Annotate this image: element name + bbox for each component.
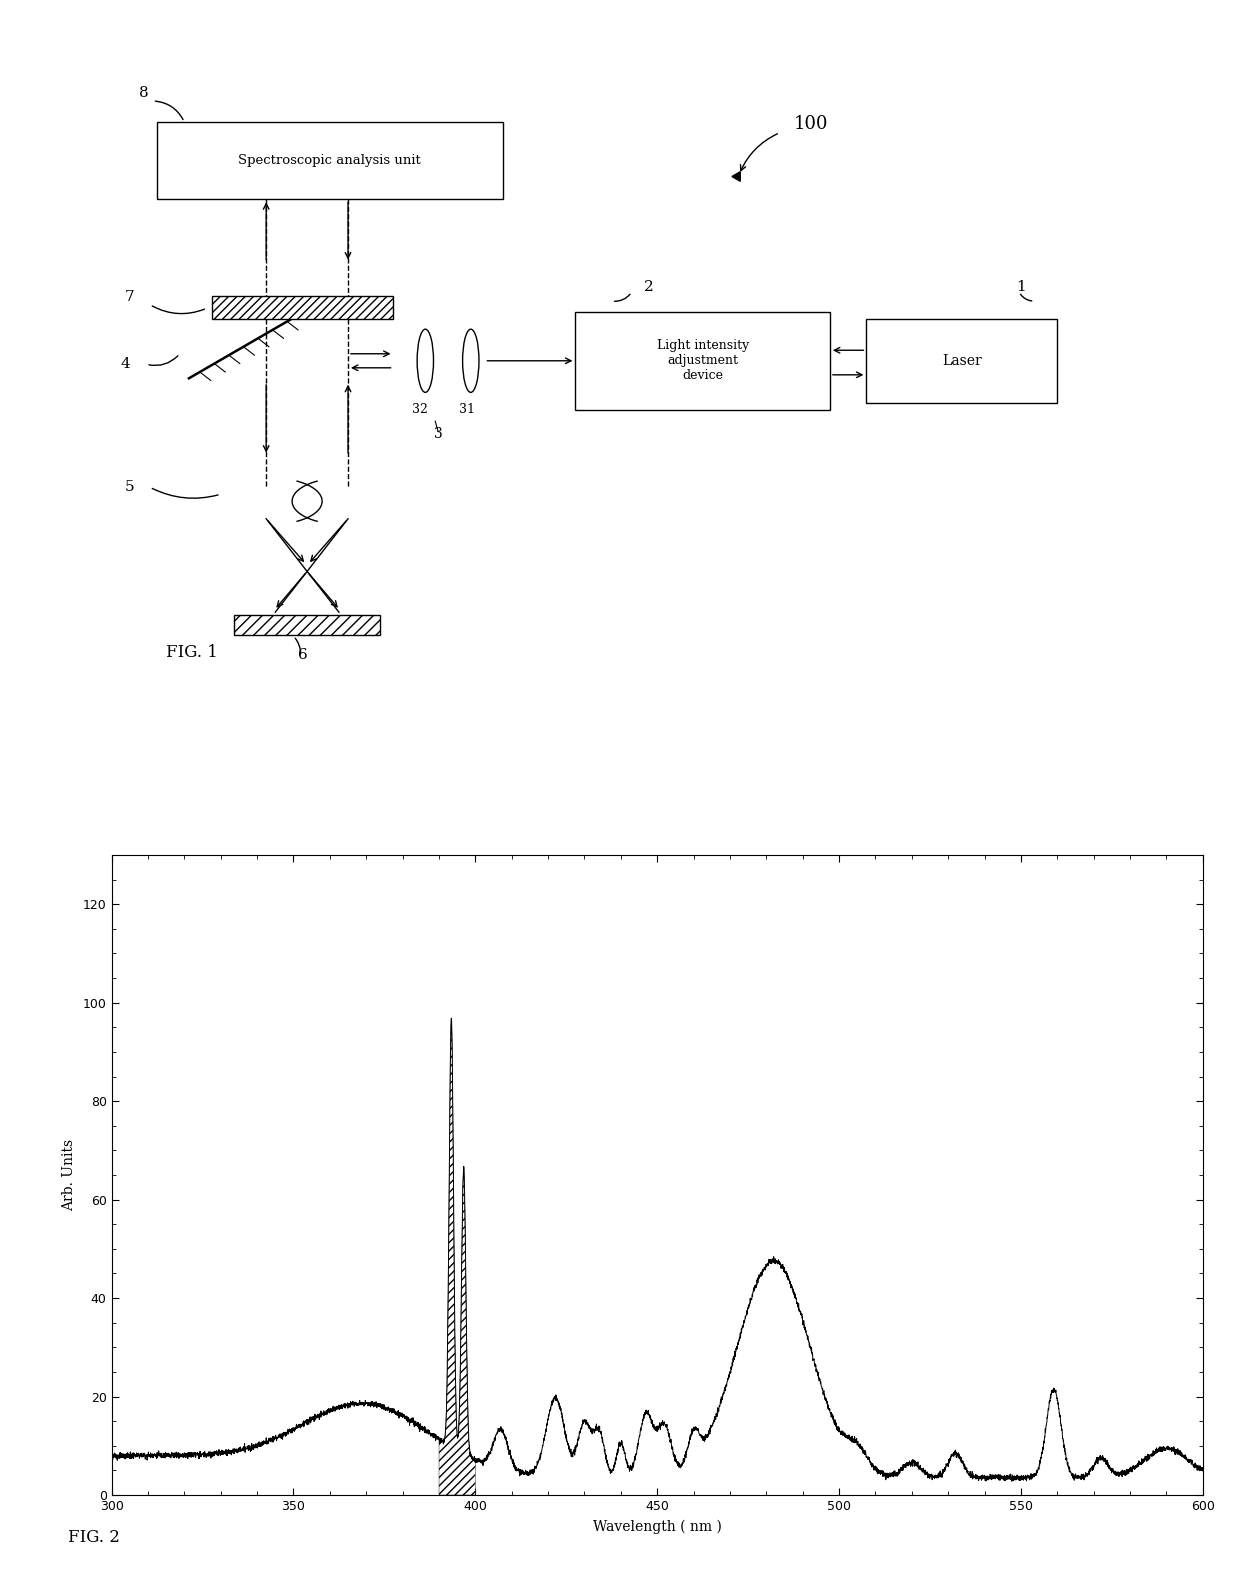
Ellipse shape <box>463 329 479 392</box>
Text: 3: 3 <box>434 427 443 441</box>
Bar <box>212 296 393 318</box>
Text: 8: 8 <box>139 87 149 101</box>
X-axis label: Wavelength ( nm ): Wavelength ( nm ) <box>593 1520 722 1535</box>
Text: 100: 100 <box>794 115 828 133</box>
Text: 7: 7 <box>125 290 135 304</box>
Y-axis label: Arb. Units: Arb. Units <box>62 1139 76 1212</box>
Text: Spectroscopic analysis unit: Spectroscopic analysis unit <box>238 153 422 168</box>
Text: Light intensity
adjustment
device: Light intensity adjustment device <box>656 339 749 383</box>
Ellipse shape <box>417 329 434 392</box>
Text: FIG. 2: FIG. 2 <box>68 1530 120 1547</box>
Text: 4: 4 <box>120 358 130 370</box>
Text: Laser: Laser <box>942 354 982 367</box>
Bar <box>234 615 379 634</box>
Text: 6: 6 <box>298 649 308 663</box>
Text: 5: 5 <box>125 479 135 494</box>
Text: 1: 1 <box>1017 280 1027 294</box>
Bar <box>575 312 830 410</box>
Text: FIG. 1: FIG. 1 <box>166 644 218 661</box>
Bar <box>867 318 1058 403</box>
Text: 32: 32 <box>412 403 428 416</box>
Text: 31: 31 <box>459 403 475 416</box>
Text: 2: 2 <box>644 280 653 294</box>
Bar <box>157 122 502 199</box>
